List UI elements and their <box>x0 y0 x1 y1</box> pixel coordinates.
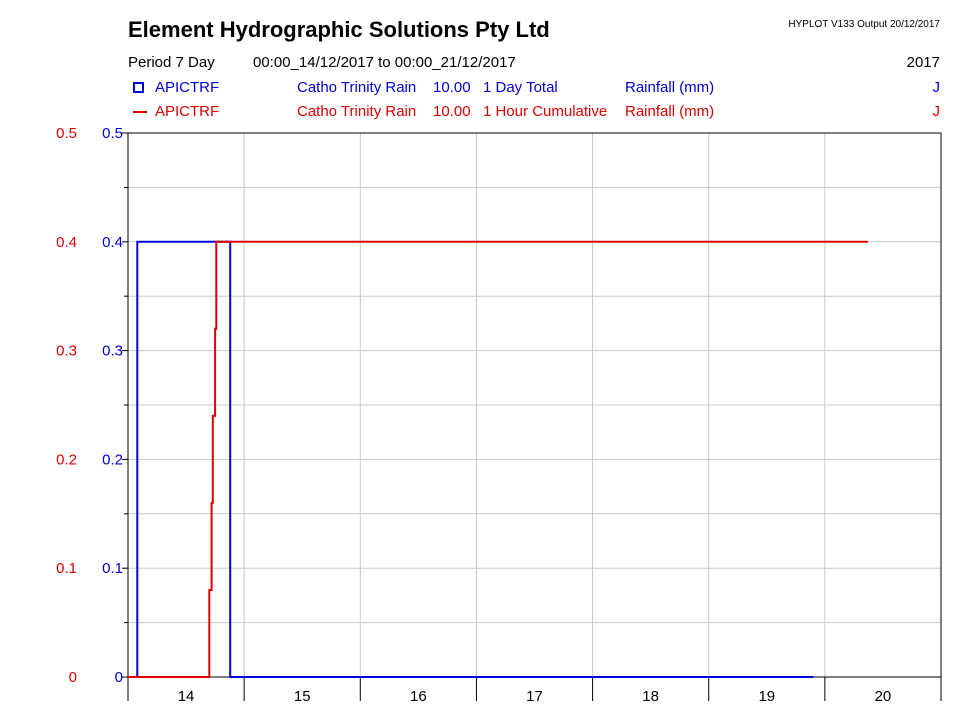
x-tick-label: 18 <box>642 688 659 705</box>
series-line <box>128 240 868 678</box>
legend-flag: J <box>932 103 941 120</box>
y-tick-label-blue: 0.2 <box>102 451 123 468</box>
y-tick-label-red: 0.2 <box>56 451 77 468</box>
x-tick-label: 14 <box>178 688 195 705</box>
y-tick-label-blue: 0.1 <box>102 560 123 577</box>
legend-site: APICTRF <box>155 103 220 120</box>
legend-square-marker <box>133 82 144 93</box>
legend-code: 10.00 <box>433 79 471 96</box>
y-tick-label-red: 0.4 <box>56 234 77 251</box>
period-label: Period 7 Day <box>128 54 215 71</box>
x-tick-label: 19 <box>758 688 775 705</box>
legend-desc: 1 Hour Cumulative <box>483 103 608 120</box>
y-tick-label-red: 0.5 <box>56 125 77 142</box>
chart-title: Element Hydrographic Solutions Pty Ltd <box>128 17 550 42</box>
legend-name: Catho Trinity Rain <box>297 103 417 120</box>
y-tick-label-blue: 0.4 <box>102 234 123 251</box>
x-tick-label: 17 <box>526 688 543 705</box>
y-tick-label-blue: 0.5 <box>102 125 123 142</box>
legend-name: Catho Trinity Rain <box>297 79 417 96</box>
legend-desc: 1 Day Total <box>483 79 558 96</box>
legend-variable: Rainfall (mm) <box>625 79 715 96</box>
date-range-label: 00:00_14/12/2017 to 00:00_21/12/2017 <box>253 54 516 71</box>
legend-code: 10.00 <box>433 103 471 120</box>
legend-site: APICTRF <box>155 79 220 96</box>
x-tick-label: 15 <box>294 688 311 705</box>
legend-flag: J <box>932 79 941 96</box>
y-tick-label-red: 0 <box>69 669 77 686</box>
y-tick-label-red: 0.3 <box>56 343 77 360</box>
x-tick-label: 16 <box>410 688 427 705</box>
legend-variable: Rainfall (mm) <box>625 103 715 120</box>
series-line <box>136 240 814 678</box>
legend-line-marker <box>133 111 147 113</box>
y-tick-label-blue: 0 <box>115 669 123 686</box>
y-tick-label-blue: 0.3 <box>102 343 123 360</box>
year-label: 2017 <box>906 54 940 71</box>
version-label: HYPLOT V133 Output 20/12/2017 <box>788 19 940 30</box>
y-tick-label-red: 0.1 <box>56 560 77 577</box>
x-tick-label: 20 <box>875 688 892 705</box>
